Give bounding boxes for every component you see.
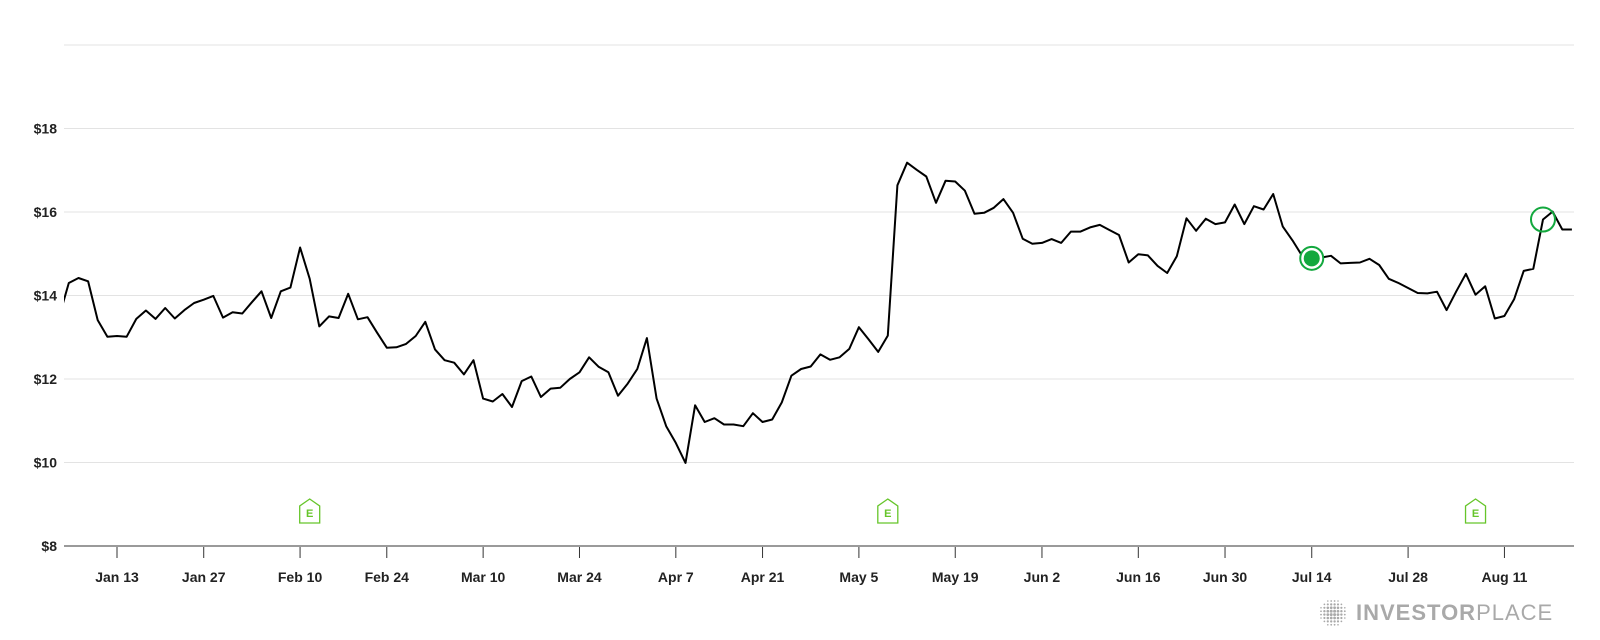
hollow-marker <box>1529 206 1556 233</box>
earnings-event-icon: E <box>877 498 899 524</box>
globe-dot <box>1329 609 1333 613</box>
globe-dot <box>1326 603 1329 606</box>
filled-marker-dot <box>1303 250 1320 267</box>
x-tick-label: Jan 13 <box>95 569 139 585</box>
globe-dot <box>1340 610 1343 613</box>
investorplace-logo: INVESTOR PLACE <box>1318 598 1553 628</box>
x-axis: Jan 13 Jan 27 Feb 10 Feb 24 Mar 10 Mar 24 Apr … <box>95 547 1528 585</box>
globe-dot <box>1330 603 1333 606</box>
x-tick-label: Jun 30 <box>1203 569 1248 585</box>
globe-dot <box>1343 610 1346 613</box>
globe-dot <box>1329 613 1333 617</box>
globe-dot <box>1323 610 1326 613</box>
y-tick-label: $18 <box>34 121 58 137</box>
earnings-label: E <box>1472 508 1479 520</box>
earnings-tag-shape <box>299 498 321 524</box>
gridlines <box>64 44 1574 547</box>
x-tick-label: Feb 24 <box>365 569 410 585</box>
x-tick-label: Jul 14 <box>1292 569 1332 585</box>
earnings-label: E <box>884 508 891 520</box>
globe-dot <box>1340 616 1343 620</box>
globe-dot <box>1330 623 1333 626</box>
x-tick-label: Mar 24 <box>557 569 602 585</box>
x-tick-label: Jul 28 <box>1388 569 1428 585</box>
x-tick-label: May 19 <box>932 569 979 585</box>
globe-dot <box>1326 623 1329 626</box>
globe-dot <box>1340 620 1343 623</box>
globe-dot <box>1343 613 1346 616</box>
globe-dot <box>1340 613 1343 616</box>
x-tick-label: Feb 10 <box>278 569 323 585</box>
point-markers <box>1299 206 1556 271</box>
price-line <box>64 161 1572 464</box>
globe-dot <box>1337 623 1339 626</box>
globe-dot <box>1327 600 1329 602</box>
x-tick-label: May 5 <box>839 569 878 585</box>
globe-dot <box>1333 600 1336 602</box>
globe-dot <box>1329 606 1333 610</box>
globe-dot <box>1323 613 1326 616</box>
globe-dot <box>1320 610 1322 613</box>
globe-dot <box>1343 617 1346 619</box>
y-tick-label: $16 <box>34 204 58 220</box>
globe-dot <box>1326 620 1329 623</box>
globe-dot <box>1320 617 1322 619</box>
globe-dot <box>1333 623 1336 626</box>
x-tick-label: Apr 7 <box>658 569 694 585</box>
earnings-event-icon: E <box>299 498 321 524</box>
globe-dot <box>1330 620 1333 623</box>
globe-dot <box>1333 620 1336 623</box>
earnings-event-icon: E <box>1464 498 1487 524</box>
globe-dot <box>1326 616 1330 620</box>
globe-dot <box>1336 616 1340 620</box>
x-tick-label: Jan 27 <box>182 569 226 585</box>
y-tick-label: $8 <box>41 538 57 554</box>
globe-dot <box>1330 600 1333 602</box>
globe-dot <box>1336 620 1340 623</box>
logo-text-light: PLACE <box>1476 600 1554 625</box>
y-tick-label: $14 <box>34 288 58 304</box>
globe-dot <box>1336 603 1340 606</box>
globe-dot <box>1336 613 1340 616</box>
globe-dot <box>1337 600 1339 602</box>
x-tick-label: Jun 16 <box>1116 569 1161 585</box>
globe-dot <box>1340 603 1343 606</box>
globe-dot <box>1326 606 1330 610</box>
globe-dot <box>1333 609 1337 613</box>
x-tick-label: Apr 21 <box>741 569 785 585</box>
globe-dot <box>1323 606 1326 609</box>
globe-dot <box>1323 603 1326 606</box>
globe-dot <box>1333 616 1336 620</box>
globe-dot <box>1323 620 1326 623</box>
x-tick-label: Mar 10 <box>461 569 506 585</box>
globe-dot <box>1336 609 1340 613</box>
globe-dot <box>1343 606 1346 609</box>
globe-dot <box>1326 613 1330 616</box>
x-tick-label: Aug 11 <box>1481 569 1527 585</box>
globe-dot <box>1333 606 1336 610</box>
globe-dot <box>1336 606 1340 610</box>
globe-dot <box>1320 613 1322 616</box>
x-tick-label: Jun 2 <box>1024 569 1061 585</box>
y-axis-labels: $18 $16 $14 $12 $10 $8 <box>34 121 58 555</box>
globe-dot <box>1340 606 1343 609</box>
earnings-tag-shape <box>1464 498 1487 524</box>
globe-dot <box>1333 603 1336 606</box>
globe-icon <box>1320 600 1346 626</box>
earnings-tag-shape <box>877 498 899 524</box>
globe-dot <box>1333 613 1337 617</box>
globe-dot <box>1326 609 1330 613</box>
globe-dot <box>1323 616 1326 620</box>
globe-dot <box>1320 607 1322 609</box>
logo-text-bold: INVESTOR <box>1356 600 1477 625</box>
y-tick-label: $10 <box>34 455 58 471</box>
y-tick-label: $12 <box>34 371 58 387</box>
globe-dot <box>1329 616 1333 620</box>
earnings-label: E <box>306 508 313 520</box>
